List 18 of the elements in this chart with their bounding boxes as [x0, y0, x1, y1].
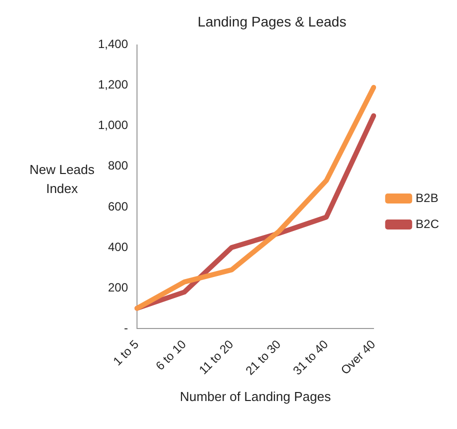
y-tick-label: -: [124, 320, 128, 335]
y-tick-label: 200: [108, 280, 128, 294]
y-tick-label: 1,400: [98, 37, 128, 52]
y-axis-title: New Leads Index: [28, 161, 96, 198]
x-tick-label: 31 to 40: [290, 336, 332, 378]
x-tick-label: 6 to 10: [152, 336, 190, 374]
legend-label: B2B: [416, 190, 438, 205]
y-tick-label: 1,200: [98, 78, 128, 92]
x-tick-label: 11 to 20: [196, 336, 236, 378]
y-tick-label: 600: [108, 199, 128, 214]
legend-label: B2C: [416, 216, 440, 231]
y-tick-label: 1,000: [98, 118, 128, 132]
x-tick-label: 21 to 30: [242, 336, 284, 378]
y-tick-label: 800: [108, 158, 128, 173]
y-tick-label: 400: [108, 240, 128, 254]
x-axis-title: Number of Landing Pages: [180, 388, 332, 404]
chart-title: Landing Pages & Leads: [198, 13, 346, 30]
x-tick-label: 1 to 5: [110, 336, 142, 368]
